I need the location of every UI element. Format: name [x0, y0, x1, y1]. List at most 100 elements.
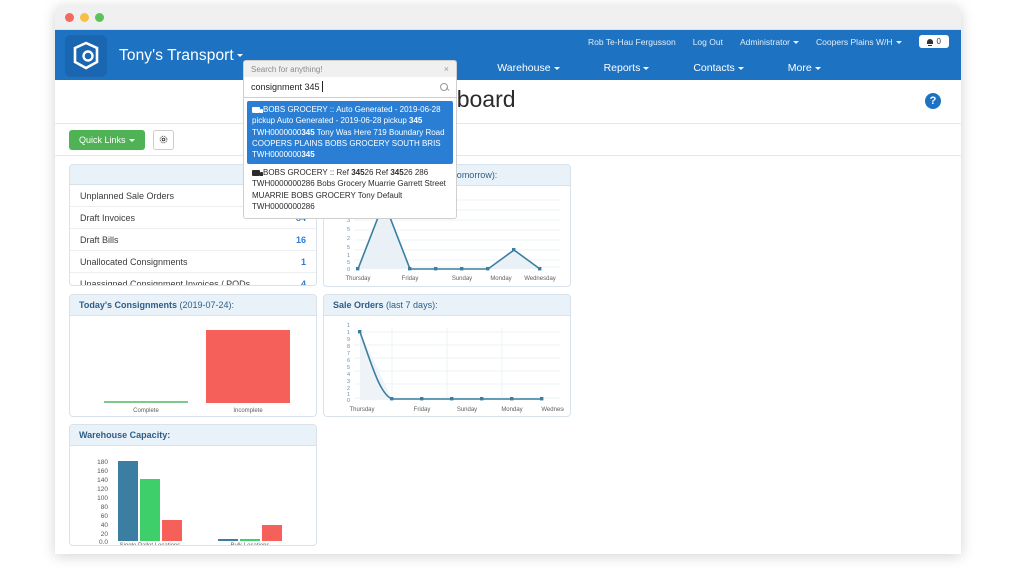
bar-single-used [140, 479, 160, 541]
maximize-window-button[interactable] [95, 13, 104, 22]
stat-row-unassigned-consignment-invoices[interactable]: Unassigned Consignment Invoices / PODs 4 [70, 273, 316, 286]
warehouse-dropdown[interactable]: Coopers Plains W/H [816, 37, 902, 47]
truck-icon [252, 169, 263, 176]
role-dropdown[interactable]: Administrator [740, 37, 800, 47]
minimize-window-button[interactable] [80, 13, 89, 22]
svg-text:2: 2 [347, 386, 350, 392]
stat-row-unallocated-consignments[interactable]: Unallocated Consignments 1 [70, 251, 316, 273]
search-header: Search for anything! × [243, 60, 457, 77]
dashboard-content: Unplanned Sale Orders 3 Draft Invoices 8… [55, 156, 961, 554]
svg-text:0: 0 [347, 267, 350, 273]
svg-text:Thursday: Thursday [349, 407, 374, 413]
search-icon[interactable] [440, 82, 449, 92]
menu-more[interactable]: More [766, 54, 843, 82]
svg-text:Bulk Locations: Bulk Locations [230, 543, 269, 546]
svg-text:6: 6 [347, 358, 350, 364]
current-user[interactable]: Rob Te-Hau Fergusson [587, 36, 676, 47]
bar-single-free [162, 520, 182, 541]
stat-label: Unassigned Consignment Invoices / PODs [80, 278, 251, 286]
svg-text:8: 8 [347, 344, 350, 350]
svg-text:Single Pallet Locations: Single Pallet Locations [120, 543, 181, 546]
svg-text:3: 3 [347, 379, 350, 385]
widget-today-header: Today's Consignments (2019-07-24): [70, 295, 316, 316]
widget-title: Sale Orders [333, 300, 384, 310]
bar-bulk-used [240, 539, 260, 541]
app-logo-icon [65, 35, 107, 77]
main-menu: ort Warehouse Reports Contacts More [410, 54, 843, 82]
svg-text:0: 0 [347, 398, 350, 404]
svg-text:1: 1 [347, 253, 350, 259]
bell-icon [926, 38, 933, 46]
svg-text:80: 80 [101, 504, 109, 511]
page-toolbar: Quick Links [55, 124, 961, 156]
menu-reports[interactable]: Reports [582, 54, 672, 82]
dashboard-settings-button[interactable] [152, 129, 174, 150]
stat-value: 4 [300, 278, 306, 286]
notifications-button[interactable]: 0 [918, 35, 949, 48]
svg-text:1: 1 [347, 330, 350, 336]
svg-text:180: 180 [97, 459, 108, 466]
svg-text:160: 160 [97, 468, 108, 475]
nav-utility-bar: Rob Te-Hau Fergusson Log Out Administrat… [588, 35, 949, 48]
menu-contacts[interactable]: Contacts [671, 54, 765, 82]
svg-text:Friday: Friday [402, 276, 419, 282]
stat-value: 1 [300, 256, 306, 267]
svg-text:9: 9 [347, 337, 350, 343]
gear-icon [159, 135, 167, 144]
browser-window: Tony's Transport Rob Te-Hau Fergusson Lo… [55, 6, 961, 554]
search-suggestion-item[interactable]: BOBS GROCERY :: Ref 34526 Ref 34526 286 … [252, 167, 446, 211]
logout-link[interactable]: Log Out [692, 36, 723, 47]
svg-text:Complete: Complete [133, 408, 159, 414]
stat-row-draft-bills[interactable]: Draft Bills 16 [70, 229, 316, 251]
menu-warehouse[interactable]: Warehouse [475, 54, 581, 82]
bar-incomplete [206, 330, 290, 403]
svg-text:Monday: Monday [490, 276, 511, 282]
stat-label: Unallocated Consignments [80, 256, 188, 267]
widget-today-consignments: Today's Consignments (2019-07-24): Compl… [69, 294, 317, 417]
brand[interactable]: Tony's Transport [65, 35, 243, 77]
svg-text:Sunday: Sunday [457, 407, 477, 413]
chevron-down-icon [128, 138, 135, 142]
truck-icon [252, 107, 263, 113]
quick-links-button[interactable]: Quick Links [69, 129, 145, 150]
brand-name: Tony's Transport [119, 47, 243, 65]
chevron-down-icon [737, 66, 744, 70]
widget-warehouse-capacity: Warehouse Capacity: 180 160 140 120 100 … [69, 424, 317, 546]
widget-sale-orders-header: Sale Orders (last 7 days): [324, 295, 570, 316]
widget-sale-orders: Sale Orders (last 7 days): [323, 294, 571, 417]
svg-text:1: 1 [347, 392, 350, 398]
stat-label: Draft Bills [80, 234, 119, 245]
search-suggestion-item[interactable]: BOBS GROCERY :: Auto Generated - 2019-06… [247, 101, 453, 164]
svg-text:Wednesd: Wednesd [541, 407, 564, 413]
stat-value: 16 [295, 234, 306, 245]
svg-text:Monday: Monday [501, 407, 522, 413]
chevron-down-icon [643, 66, 650, 70]
bar-complete [104, 401, 188, 403]
svg-text:Thursday: Thursday [345, 276, 370, 282]
search-input[interactable]: consignment 345 [251, 81, 323, 92]
help-icon[interactable]: ? [925, 93, 941, 109]
svg-text:5: 5 [347, 245, 350, 251]
svg-text:2: 2 [347, 236, 350, 242]
close-window-button[interactable] [65, 13, 74, 22]
widget-warehouse-header: Warehouse Capacity: [70, 425, 316, 446]
search-input-wrapper[interactable]: consignment 345 [243, 77, 457, 98]
search-header-label: Search for anything! [251, 64, 323, 74]
bar-single-total [118, 461, 138, 541]
widget-subtitle: (last 7 days): [386, 300, 438, 310]
svg-text:100: 100 [97, 495, 108, 502]
svg-text:140: 140 [97, 477, 108, 484]
chevron-down-icon [895, 40, 902, 44]
close-icon[interactable]: × [443, 64, 449, 74]
brand-text: Tony's Transport [119, 47, 234, 64]
widget-title: Warehouse Capacity: [79, 430, 171, 440]
svg-text:0.0: 0.0 [99, 539, 108, 546]
today-consignments-chart: Complete Incomplete [70, 316, 316, 416]
svg-text:7: 7 [347, 351, 350, 357]
widget-subtitle: (2019-07-24): [179, 300, 235, 310]
warehouse-capacity-chart: 180 160 140 120 100 80 60 40 20 0.0 [70, 446, 316, 546]
window-titlebar [55, 6, 961, 30]
search-suggestions: BOBS GROCERY :: Auto Generated - 2019-06… [243, 98, 457, 220]
notification-count: 0 [936, 37, 941, 46]
